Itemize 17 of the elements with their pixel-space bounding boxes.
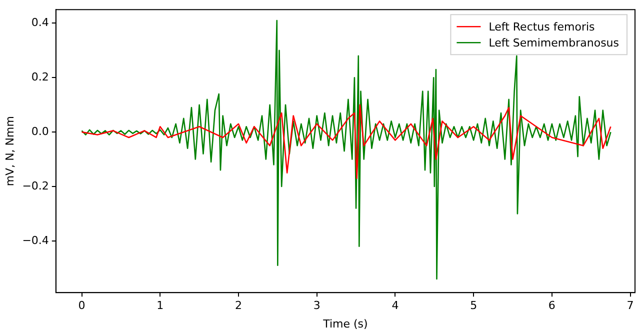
x-tick-label: 3 <box>313 299 320 312</box>
y-tick-label: 0.0 <box>31 124 49 138</box>
y-tick-label: 0.2 <box>31 70 49 84</box>
x-tick-label: 1 <box>156 299 164 312</box>
x-tick-label: 0 <box>78 299 86 312</box>
x-tick-label: 5 <box>470 299 478 312</box>
x-tick-label: 7 <box>626 299 634 312</box>
y-tick-label: −0.4 <box>22 234 49 247</box>
x-tick-label: 2 <box>234 299 242 312</box>
legend-label: Left Rectus femoris <box>488 20 596 34</box>
legend-label: Left Semimembranosus <box>488 36 620 50</box>
x-tick-label: 4 <box>392 299 399 312</box>
y-tick-label: −0.2 <box>22 179 49 192</box>
x-tick-label: 6 <box>548 299 556 312</box>
x-axis-title: Time (s) <box>322 317 368 330</box>
y-tick-label: 0.4 <box>31 16 49 30</box>
y-axis-title: mV, N, Nmm <box>3 116 16 186</box>
